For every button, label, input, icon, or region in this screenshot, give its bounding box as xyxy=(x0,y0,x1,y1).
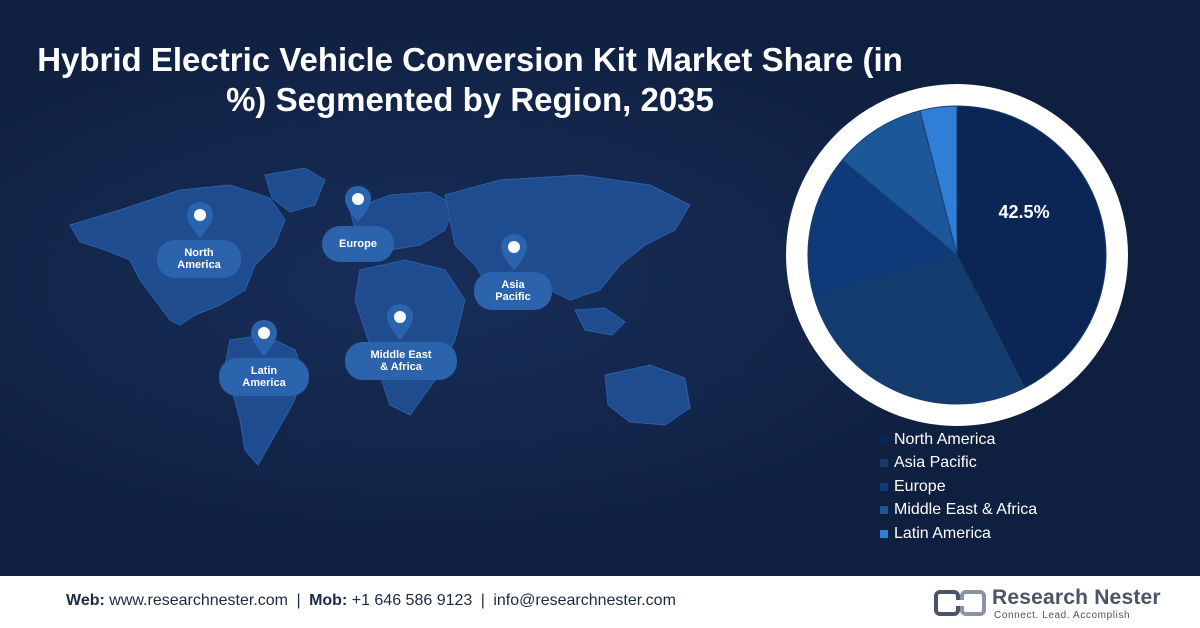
legend-swatch xyxy=(880,435,888,444)
pie-slice-latin-america xyxy=(919,105,958,256)
region-label-north-america: North America xyxy=(157,240,241,278)
brand-logo: Research Nester Connect. Lead. Accomplis… xyxy=(934,586,1161,622)
legend-label: North America xyxy=(894,430,996,448)
legend-swatch xyxy=(880,506,888,515)
location-pin-icon xyxy=(187,202,213,238)
pie-slice-europe xyxy=(807,159,959,298)
legend-label: Asia Pacific xyxy=(894,454,977,472)
pie-slice-middle-east-africa xyxy=(841,110,958,257)
location-pin-icon xyxy=(345,186,371,222)
footer-contact: Web: www.researchnester.com | Mob: +1 64… xyxy=(66,592,676,610)
separator: | xyxy=(480,592,485,609)
mob-label: Mob: xyxy=(309,592,348,609)
separator: | xyxy=(296,592,301,609)
footer: Web: www.researchnester.com | Mob: +1 64… xyxy=(0,576,1200,628)
pie-slice-north-america xyxy=(956,105,1107,389)
legend-label: Europe xyxy=(894,477,946,495)
web-value[interactable]: www.researchnester.com xyxy=(109,592,288,609)
map-greenland xyxy=(264,167,326,213)
region-label-middle-east-africa: Middle East & Africa xyxy=(345,342,457,380)
legend-swatch xyxy=(880,459,888,468)
legend-item: North America xyxy=(880,428,1100,452)
pie-slice-asia-pacific xyxy=(813,254,1026,405)
legend-item: Latin America xyxy=(880,522,1100,546)
location-pin-icon xyxy=(501,234,527,270)
legend-item: Europe xyxy=(880,475,1100,499)
chart-legend: North America Asia Pacific Europe Middle Ea… xyxy=(880,428,1100,546)
legend-item: Middle East & Africa xyxy=(880,499,1100,523)
pie-data-label: 42.5% xyxy=(999,202,1050,222)
chart-title: Hybrid Electric Vehicle Conversion Kit M… xyxy=(37,41,903,118)
email-value[interactable]: info@researchnester.com xyxy=(493,592,676,609)
location-pin-icon xyxy=(251,320,277,356)
pie-chart: 42.5% xyxy=(807,105,1107,405)
web-label: Web: xyxy=(66,592,105,609)
map-australia xyxy=(604,364,691,426)
region-label-europe: Europe xyxy=(322,226,394,262)
legend-swatch xyxy=(880,482,888,491)
region-label-asia-pacific: Asia Pacific xyxy=(474,272,552,310)
mob-value[interactable]: +1 646 586 9123 xyxy=(351,592,473,609)
brand-name: Research Nester xyxy=(992,586,1161,609)
brand-tagline: Connect. Lead. Accomplish xyxy=(994,610,1131,621)
map-southeast-asia xyxy=(574,307,626,336)
location-pin-icon xyxy=(387,304,413,340)
research-nester-logo-icon xyxy=(934,590,986,616)
legend-item: Asia Pacific xyxy=(880,452,1100,476)
legend-label: Latin America xyxy=(894,524,991,542)
legend-swatch xyxy=(880,529,888,538)
legend-label: Middle East & Africa xyxy=(894,501,1038,519)
region-label-latin-america: Latin America xyxy=(219,358,309,396)
